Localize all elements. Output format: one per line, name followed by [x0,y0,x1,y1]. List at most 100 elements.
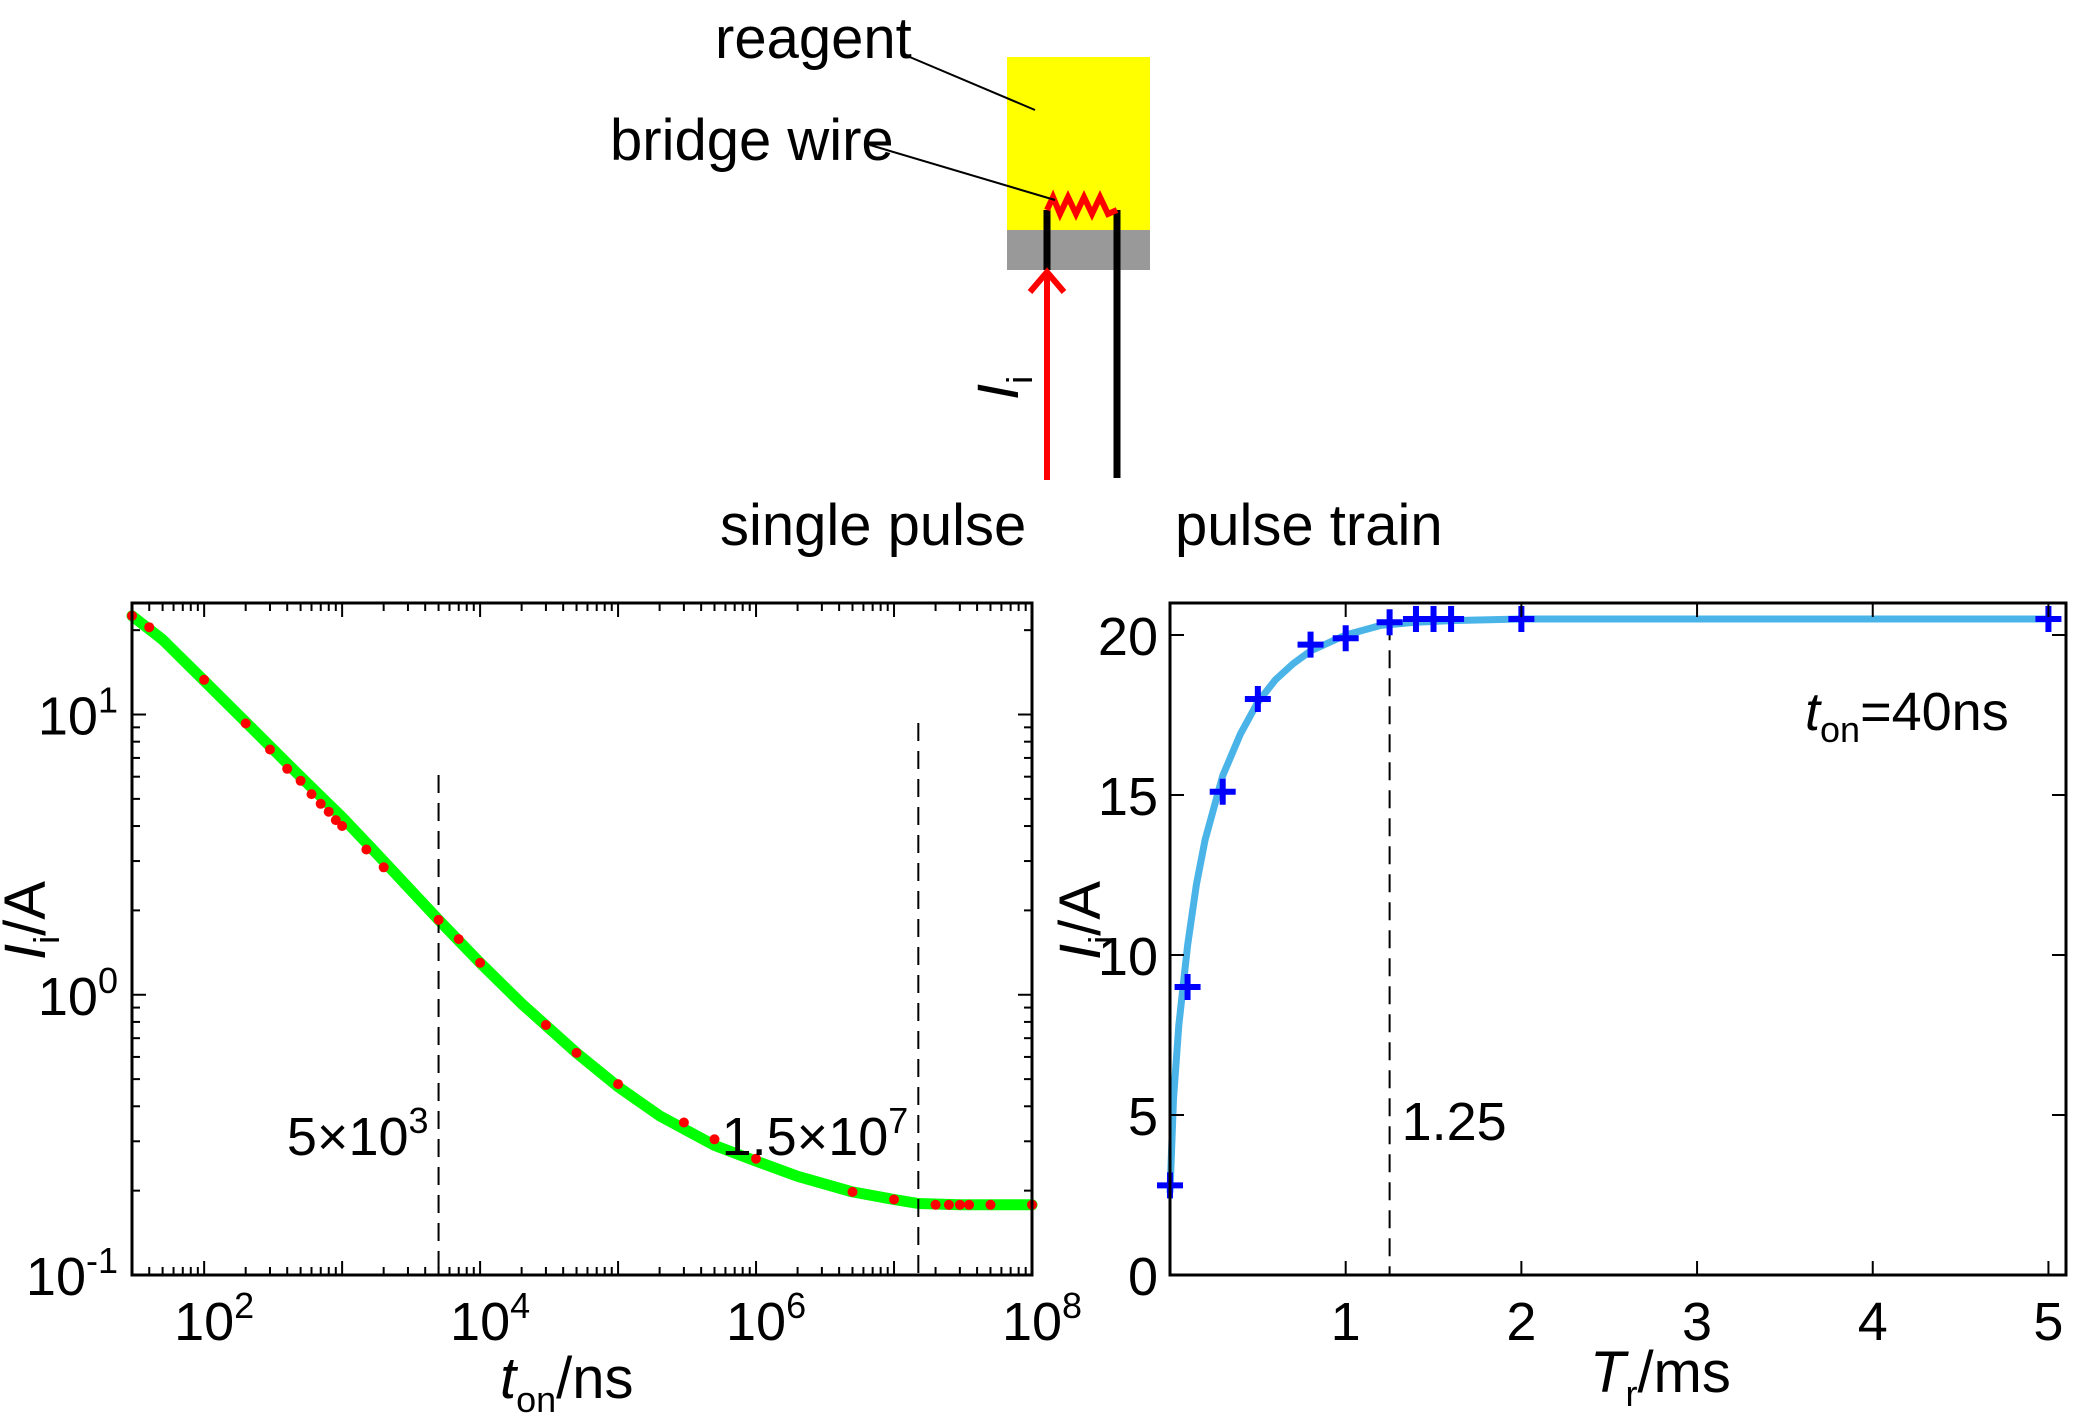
pulse-train-y-tick-labels: 0 5 10 15 20 [1098,607,1158,1307]
current-label-sub: i [999,376,1040,384]
single-pulse-point [889,1194,899,1205]
threshold-label-exponent: 7 [888,1100,908,1141]
tick-exponent: 8 [1062,1285,1082,1326]
single-pulse-point [199,674,210,685]
pulse-train-point [1244,686,1271,712]
single-pulse-x-tick-labels: 102 104 106 108 [174,1285,1082,1352]
single-pulse-point [964,1199,975,1210]
pulse-train-y-tick-label: 10 [1098,927,1158,987]
pulse-train-xlabel-main: T [1590,1340,1629,1405]
single-pulse-point [433,914,444,925]
single-pulse-point [930,1199,941,1210]
pulse-train-x-tick-label: 1 [1331,1292,1361,1352]
single-pulse-point [678,1117,689,1128]
single-pulse-point [337,821,348,831]
current-label: Ii [966,376,1040,400]
schematic: reagent bridge wire Ii single pulse puls… [610,6,1443,558]
single-pulse-y-tick-label: 101 [38,680,118,747]
single-pulse-x-axis-label: ton/ns [500,1346,634,1417]
bridge-wire-leader-line [869,144,1056,201]
pulse-train-x-axis-label: Tr/ms [1590,1340,1731,1414]
pulse-train-ylabel-main: I [1048,944,1113,960]
single-pulse-label: single pulse [720,493,1026,558]
single-pulse-y-tick-label: 100 [38,960,118,1027]
single-pulse-point [571,1047,582,1058]
threshold-label-exponent: 3 [409,1100,429,1141]
tick-mantissa: 10 [726,1292,786,1352]
single-pulse-ylabel-main: I [0,944,58,960]
bridge-wire [1044,189,1119,222]
pulse-train-x-tick-label: 3 [1682,1292,1712,1352]
single-pulse-ylabel-suffix: /A [0,881,58,936]
single-pulse-point [847,1186,858,1197]
tick-exponent: 4 [510,1285,530,1326]
base-block [1007,230,1150,270]
reagent-block [1007,57,1150,230]
tick-mantissa: 10 [1002,1292,1062,1352]
single-pulse-annotations: 5×103 1.5×107 [287,1100,908,1167]
single-pulse-y-tick-label: 10-1 [26,1240,118,1307]
single-pulse-point [751,1153,761,1164]
bridge-wire-label: bridge wire [610,108,894,173]
pulse-train-x-tick-label: 4 [1858,1292,1888,1352]
pulse-train-tick-marks [1170,603,2066,1276]
pulse-train-y-tick-label: 20 [1098,607,1158,667]
tick-mantissa: 10 [38,687,98,747]
single-pulse-point [240,718,251,729]
pulse-train-threshold-label: 1.25 [1402,1092,1507,1152]
threshold-label-mantissa: 1.5×10 [722,1107,889,1167]
pulse-train-xlabel-suffix: /ms [1637,1340,1730,1405]
single-pulse-point [378,862,389,873]
pulse-train-ylabel-suffix: /A [1048,881,1113,936]
single-pulse-point [323,806,334,817]
pulse-train-data-points [1157,606,2062,1199]
pulse-train-inset-label: ton=40ns [1805,682,2009,750]
single-pulse-x-tick-label: 102 [174,1285,254,1352]
tick-exponent: 2 [234,1285,254,1326]
pulse-train-y-tick-label: 5 [1128,1087,1158,1147]
pulse-train-ylabel-sub: i [1081,936,1122,944]
tick-mantissa: 10 [174,1292,234,1352]
single-pulse-point [295,775,306,786]
single-pulse-point [144,622,155,633]
tick-exponent: 1 [98,680,118,721]
single-pulse-point [361,844,372,855]
pulse-train-inset-sub: on [1820,709,1860,750]
pulse-train-chart: 1 2 3 4 5 0 5 10 15 20 1.25 ton=40ns Tr/ms Ii/A [1048,601,2068,1414]
reagent-leader-line [904,54,1036,111]
pulse-train-xlabel-sub: r [1625,1373,1637,1414]
single-pulse-threshold-label: 1.5×107 [722,1100,909,1167]
current-label-main: I [966,384,1031,400]
single-pulse-xlabel-sub: on [516,1379,556,1417]
pulse-train-point [1376,609,1403,636]
tick-mantissa: 10 [450,1292,510,1352]
single-pulse-threshold-label: 5×103 [287,1100,429,1167]
single-pulse-x-tick-label: 104 [450,1285,530,1352]
pulse-train-annotations: 1.25 [1402,1092,1507,1152]
single-pulse-point [709,1134,720,1145]
single-pulse-point [282,763,293,774]
single-pulse-data-points [127,610,1037,1210]
tick-exponent: 0 [98,960,118,1001]
single-pulse-point [985,1199,996,1210]
pulse-train-y-axis-label: Ii/A [1048,881,1122,960]
single-pulse-y-axis-label: Ii/A [0,881,67,960]
single-pulse-x-tick-label: 108 [1002,1285,1082,1352]
pulse-train-point [1174,974,1201,1000]
pulse-train-x-tick-label: 5 [2033,1292,2063,1352]
pulse-train-y-tick-label: 15 [1098,767,1158,827]
tick-mantissa: 10 [38,967,98,1027]
single-pulse-point [453,934,464,945]
pulse-train-point [1209,778,1236,805]
pulse-train-inset-main: t [1805,682,1822,742]
pulse-train-x-tick-labels: 1 2 3 4 5 [1331,1292,2064,1352]
pulse-train-label: pulse train [1175,493,1443,558]
single-pulse-xlabel-suffix: /ns [556,1346,633,1411]
single-pulse-point [943,1199,954,1210]
single-pulse-point [306,789,317,800]
tick-exponent: -1 [86,1240,118,1281]
pulse-train-x-tick-label: 2 [1506,1292,1536,1352]
single-pulse-ylabel-sub: i [26,936,67,944]
